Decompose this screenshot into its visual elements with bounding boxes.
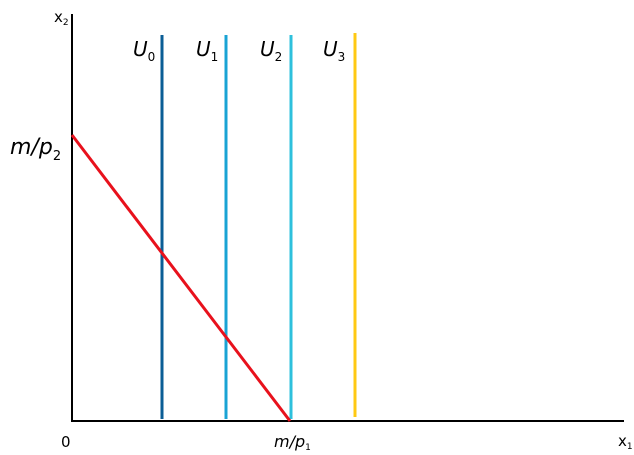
budget-x-intercept-subscript: 1 — [305, 443, 311, 453]
y-axis-label-subscript: 2 — [63, 18, 69, 28]
x-axis-label: x1 — [618, 432, 633, 452]
curve-label-u0: U0 — [133, 37, 155, 64]
curve-label-u1-subscript: 1 — [211, 50, 219, 64]
budget-y-intercept-subscript: 2 — [53, 149, 61, 164]
curve-label-u3-subscript: 3 — [338, 50, 346, 64]
curve-label-u2: U2 — [260, 37, 282, 64]
origin-label: 0 — [61, 433, 71, 451]
curve-label-u2-subscript: 2 — [275, 50, 283, 64]
curve-label-u1: U1 — [196, 37, 218, 64]
curve-label-u3: U3 — [323, 37, 345, 64]
budget-line — [70, 134, 292, 422]
budget-x-intercept-label: m/p1 — [274, 432, 311, 453]
y-axis-label: x2 — [54, 8, 69, 28]
curve-label-u0-subscript: 0 — [148, 50, 156, 64]
x-axis-label-subscript: 1 — [627, 442, 633, 452]
budget-y-intercept-label: m/p2 — [10, 135, 61, 164]
